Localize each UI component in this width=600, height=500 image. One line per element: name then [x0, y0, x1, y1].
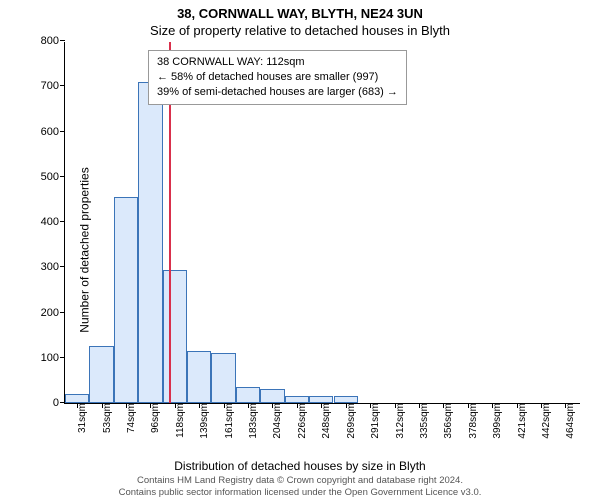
histogram-bar [285, 396, 309, 403]
chart-title-address: 38, CORNWALL WAY, BLYTH, NE24 3UN [0, 6, 600, 21]
y-tick-label: 400 [41, 216, 65, 228]
y-tick-label: 0 [53, 397, 65, 409]
x-tick-mark [468, 403, 469, 408]
x-tick-mark [321, 403, 322, 408]
x-tick-label: 356sqm [439, 403, 454, 439]
x-tick-mark [77, 403, 78, 408]
x-tick-mark [199, 403, 200, 408]
y-tick-mark [60, 131, 65, 132]
plot-area: 010020030040050060070080031sqm53sqm74sqm… [64, 42, 580, 404]
y-tick-mark [60, 266, 65, 267]
y-tick-mark [60, 221, 65, 222]
x-tick-label: 248sqm [317, 403, 332, 439]
x-tick-label: 464sqm [561, 403, 576, 439]
x-tick-mark [272, 403, 273, 408]
x-tick-label: 118sqm [171, 403, 186, 438]
histogram-bar [236, 387, 260, 403]
y-tick-mark [60, 176, 65, 177]
histogram-bar [65, 394, 89, 403]
chart-subtitle: Size of property relative to detached ho… [0, 23, 600, 38]
x-tick-mark [541, 403, 542, 408]
histogram-bar [89, 346, 113, 403]
x-tick-mark [150, 403, 151, 408]
x-tick-label: 378sqm [464, 403, 479, 439]
chart-container: 38, CORNWALL WAY, BLYTH, NE24 3UN Size o… [0, 0, 600, 500]
histogram-bar [211, 353, 235, 403]
x-tick-mark [102, 403, 103, 408]
x-tick-mark [517, 403, 518, 408]
x-tick-mark [175, 403, 176, 408]
x-tick-mark [395, 403, 396, 408]
x-tick-label: 139sqm [195, 403, 210, 439]
y-tick-label: 600 [41, 126, 65, 138]
x-tick-label: 291sqm [366, 403, 381, 439]
x-tick-mark [565, 403, 566, 408]
legend-box: 38 CORNWALL WAY: 112sqm← 58% of detached… [148, 50, 407, 105]
footer-line-2: Contains public sector information licen… [0, 487, 600, 499]
histogram-bar [138, 82, 162, 403]
legend-line-1: 38 CORNWALL WAY: 112sqm [157, 55, 398, 70]
x-tick-label: 74sqm [122, 403, 137, 433]
x-tick-label: 421sqm [513, 403, 528, 439]
y-tick-mark [60, 40, 65, 41]
y-tick-label: 800 [41, 35, 65, 47]
x-tick-label: 53sqm [98, 403, 113, 433]
x-tick-mark [419, 403, 420, 408]
histogram-bar [309, 396, 333, 403]
x-tick-label: 226sqm [293, 403, 308, 439]
x-tick-label: 204sqm [268, 403, 283, 439]
x-tick-label: 269sqm [342, 403, 357, 439]
footer-line-1: Contains HM Land Registry data © Crown c… [0, 475, 600, 487]
x-tick-label: 312sqm [391, 403, 406, 439]
x-tick-mark [224, 403, 225, 408]
y-tick-mark [60, 85, 65, 86]
histogram-bar [187, 351, 211, 403]
x-tick-label: 399sqm [488, 403, 503, 439]
y-tick-label: 500 [41, 171, 65, 183]
x-tick-label: 335sqm [415, 403, 430, 439]
legend-line-3: 39% of semi-detached houses are larger (… [157, 85, 398, 100]
histogram-bar [260, 389, 284, 403]
y-tick-mark [60, 357, 65, 358]
x-axis-label: Distribution of detached houses by size … [0, 459, 600, 473]
x-tick-mark [443, 403, 444, 408]
footer-attribution: Contains HM Land Registry data © Crown c… [0, 475, 600, 499]
x-tick-label: 442sqm [537, 403, 552, 439]
x-tick-mark [492, 403, 493, 408]
histogram-bar [334, 396, 358, 403]
y-tick-mark [60, 312, 65, 313]
x-tick-mark [126, 403, 127, 408]
x-tick-label: 183sqm [244, 403, 259, 439]
x-tick-mark [346, 403, 347, 408]
x-tick-mark [297, 403, 298, 408]
x-tick-mark [248, 403, 249, 408]
legend-line-2: ← 58% of detached houses are smaller (99… [157, 70, 398, 85]
y-tick-label: 200 [41, 307, 65, 319]
y-tick-label: 700 [41, 80, 65, 92]
histogram-bar [114, 197, 138, 403]
y-tick-label: 100 [41, 352, 65, 364]
histogram-bar [163, 270, 187, 403]
x-tick-mark [370, 403, 371, 408]
x-tick-label: 31sqm [73, 403, 88, 433]
y-tick-label: 300 [41, 261, 65, 273]
x-tick-label: 96sqm [146, 403, 161, 433]
x-tick-label: 161sqm [220, 403, 235, 439]
